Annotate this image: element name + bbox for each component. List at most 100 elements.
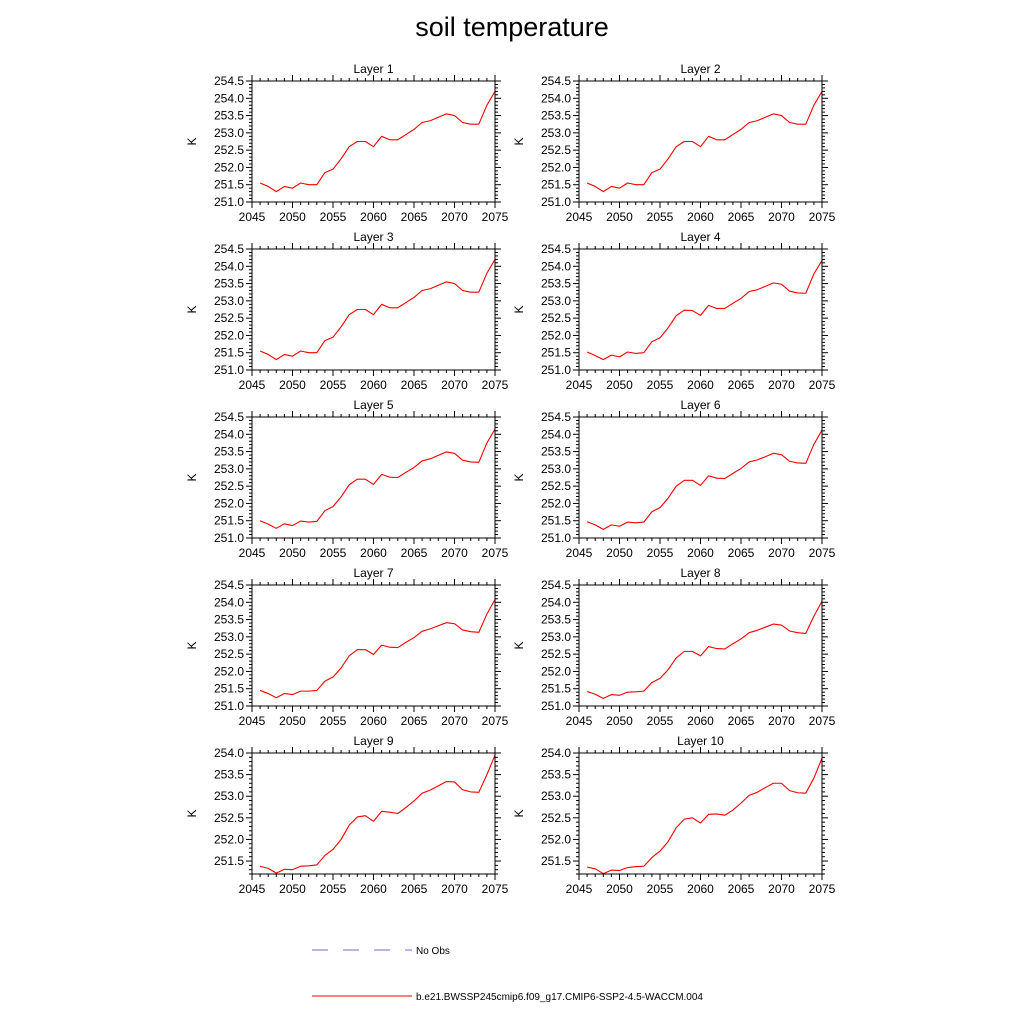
plot-frame [578,80,823,203]
x-tick-label: 2055 [647,546,674,560]
y-tick-label: 252.5 [541,811,571,825]
panel-title: Layer 2 [680,62,720,76]
y-tick-label: 253.5 [214,277,244,291]
series-line [259,754,496,874]
y-tick-label: 253.5 [541,445,571,459]
y-tick-label: 253.0 [541,294,571,308]
x-tick-label: 2070 [768,882,795,896]
y-tick-label: 252.0 [541,160,571,174]
panel-title: Layer 4 [680,230,720,244]
x-tick-label: 2075 [482,546,509,560]
y-tick-label: 253.0 [214,462,244,476]
x-tick-label: 2070 [768,210,795,224]
x-tick-label: 2045 [566,714,593,728]
y-tick-label: 251.5 [541,854,571,868]
y-tick-label: 252.5 [541,647,571,661]
panel-title: Layer 5 [353,398,393,412]
x-tick-label: 2050 [606,546,633,560]
y-tick-label: 254.0 [541,746,571,760]
y-tick-label: 252.5 [541,143,571,157]
x-tick-label: 2060 [360,210,387,224]
y-tick-label: 251.0 [541,195,571,209]
x-tick-label: 2055 [320,210,347,224]
y-tick-label: 254.5 [214,410,244,424]
y-tick-label: 251.5 [541,178,571,192]
x-tick-label: 2045 [566,882,593,896]
series-line [259,91,496,193]
legend-model-label: b.e21.BWSSP245cmip6.f09_g17.CMIP6-SSP2-4… [416,992,703,1003]
y-axis-label: K [185,641,199,649]
series-line [586,91,823,193]
series-line [259,428,496,529]
y-tick-label: 253.5 [214,768,244,782]
panel-layer-7: Layer 7 K 251.0 251.5 252.0 252.5 253.0 253.5 25… [185,566,509,728]
series-line [586,429,823,530]
plot-frame [251,80,496,203]
x-tick-label: 2075 [809,378,836,392]
panel-layer-2: Layer 2 K 251.0 251.5 252.0 252.5 253.0 253.5 25… [512,62,836,224]
x-tick-label: 2060 [360,546,387,560]
x-tick-label: 2055 [647,882,674,896]
x-tick-label: 2045 [239,546,266,560]
x-tick-label: 2055 [647,210,674,224]
panel-title: Layer 10 [677,734,724,748]
y-tick-label: 251.0 [541,699,571,713]
panel-title: Layer 9 [353,734,393,748]
x-tick-label: 2075 [809,882,836,896]
y-tick-label: 253.5 [541,613,571,627]
y-tick-label: 251.5 [541,682,571,696]
y-tick-label: 252.0 [214,160,244,174]
x-tick-label: 2060 [687,210,714,224]
y-tick-label: 253.0 [214,630,244,644]
x-tick-label: 2065 [728,714,755,728]
y-tick-label: 254.5 [541,578,571,592]
x-tick-label: 2075 [809,546,836,560]
y-tick-label: 253.5 [541,768,571,782]
y-tick-label: 251.0 [541,531,571,545]
y-tick-label: 253.5 [214,109,244,123]
y-axis-label: K [185,137,199,145]
y-tick-label: 251.0 [214,363,244,377]
y-tick-label: 253.5 [541,277,571,291]
plot-frame [578,584,823,707]
y-axis-label: K [512,137,526,145]
x-tick-label: 2070 [441,714,468,728]
x-tick-label: 2055 [320,546,347,560]
y-tick-label: 251.5 [214,514,244,528]
y-tick-label: 253.0 [541,630,571,644]
x-tick-label: 2045 [566,378,593,392]
x-tick-label: 2045 [239,378,266,392]
y-tick-label: 251.0 [214,531,244,545]
y-tick-label: 251.5 [214,346,244,360]
y-tick-label: 253.5 [541,109,571,123]
x-tick-label: 2065 [728,546,755,560]
panel-layer-1: Layer 1 K 251.0 251.5 252.0 252.5 253.0 253.5 25… [185,62,509,224]
x-tick-label: 2045 [566,546,593,560]
x-tick-label: 2070 [441,378,468,392]
x-tick-label: 2065 [401,378,428,392]
x-tick-label: 2055 [320,378,347,392]
x-tick-label: 2065 [401,210,428,224]
y-tick-label: 252.0 [214,664,244,678]
x-tick-label: 2045 [239,882,266,896]
x-tick-label: 2055 [647,714,674,728]
x-tick-label: 2050 [279,882,306,896]
x-tick-label: 2065 [728,882,755,896]
y-tick-label: 254.5 [541,410,571,424]
panel-layer-5: Layer 5 K 251.0 251.5 252.0 252.5 253.0 253.5 25… [185,398,509,560]
x-tick-label: 2060 [687,882,714,896]
x-tick-label: 2070 [441,546,468,560]
x-tick-label: 2050 [606,882,633,896]
series-line [586,757,823,875]
y-tick-label: 253.0 [214,126,244,140]
y-tick-label: 254.0 [541,595,571,609]
x-tick-label: 2060 [360,378,387,392]
plot-frame [251,416,496,539]
series-line [259,599,496,699]
y-axis-label: K [185,473,199,481]
y-tick-label: 252.5 [214,647,244,661]
y-tick-label: 252.5 [214,311,244,325]
y-tick-label: 254.0 [541,91,571,105]
y-tick-label: 253.5 [214,445,244,459]
